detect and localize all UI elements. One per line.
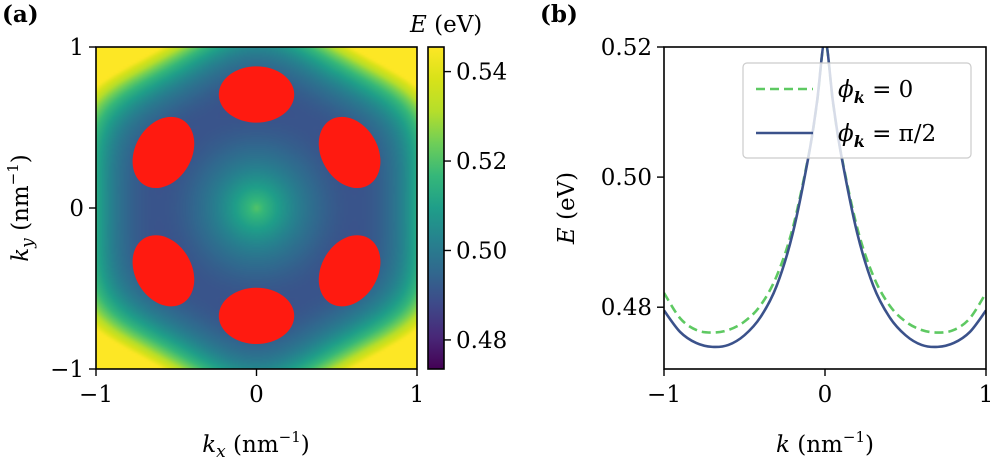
fermi-pockets	[132, 66, 381, 345]
colorbar-gradient	[428, 47, 444, 369]
line-x-tick-label-2: 1	[979, 382, 994, 408]
line-y-axis-label: E (eV)	[554, 172, 580, 245]
heatmap-y-tick-label-2: 1	[69, 35, 84, 61]
line-x-tick-label-0: −1	[647, 382, 681, 408]
colorbar-label: E (eV)	[409, 12, 482, 38]
colorbar-tick-label-1: 0.50	[456, 238, 507, 264]
colorbar: 0.48 0.50 0.52 0.54 E (eV)	[409, 12, 507, 370]
legend-entry-phi-0: ϕk = 0	[838, 77, 913, 107]
series-line-1	[664, 47, 986, 349]
series-line-0	[664, 47, 986, 334]
line-y-tick-label-1: 0.50	[601, 165, 652, 191]
dispersion-lines	[664, 47, 986, 349]
fermi-pocket-4	[132, 235, 195, 307]
fermi-pocket-2	[132, 116, 195, 189]
heatmap-y-tick-label-1: 0	[69, 196, 84, 222]
heatmap-x-tick-label-0: −1	[79, 382, 113, 408]
line-y-tick-label-0: 0.48	[601, 295, 652, 321]
heatmap-panel: −1 0 1 −1 0 1 kx (nm−1) ky (nm−1)	[4, 35, 424, 462]
panel-label-b: (b)	[540, 1, 578, 28]
line-x-axis-label: k (nm−1)	[776, 428, 874, 458]
legend: ϕk = 0 ϕk = π/2	[742, 62, 972, 159]
heatmap-x-axis-label: kx (nm−1)	[202, 428, 310, 462]
fermi-pocket-3	[318, 116, 381, 189]
colorbar-tick-label-0: 0.48	[456, 328, 507, 354]
panel-label-a: (a)	[2, 1, 39, 28]
heatmap-y-tick-label-0: −1	[50, 357, 84, 383]
colorbar-tick-label-3: 0.54	[456, 60, 507, 86]
line-panel: −1 0 1 0.48 0.50 0.52 k (nm−1) E (eV) ϕk = 0 …	[554, 35, 993, 458]
fermi-pocket-5	[318, 235, 381, 307]
line-x-tick-label-1: 0	[818, 382, 833, 408]
colorbar-frame	[427, 46, 445, 370]
heatmap-y-axis-label: ky (nm−1)	[4, 154, 38, 262]
line-ticks: −1 0 1 0.48 0.50 0.52	[601, 35, 994, 408]
heatmap-x-tick-label-2: 1	[410, 382, 425, 408]
heatmap-x-tick-label-1: 0	[249, 382, 264, 408]
heatmap-ticks: −1 0 1 −1 0 1	[50, 35, 424, 408]
line-y-tick-label-2: 0.52	[601, 35, 652, 61]
legend-entry-phi-pi-half: ϕk = π/2	[838, 121, 936, 151]
colorbar-ticks: 0.48 0.50 0.52 0.54	[444, 60, 507, 354]
fermi-pocket-0	[218, 66, 295, 123]
colorbar-tick-label-2: 0.52	[456, 149, 507, 175]
fermi-pocket-1	[218, 287, 295, 345]
